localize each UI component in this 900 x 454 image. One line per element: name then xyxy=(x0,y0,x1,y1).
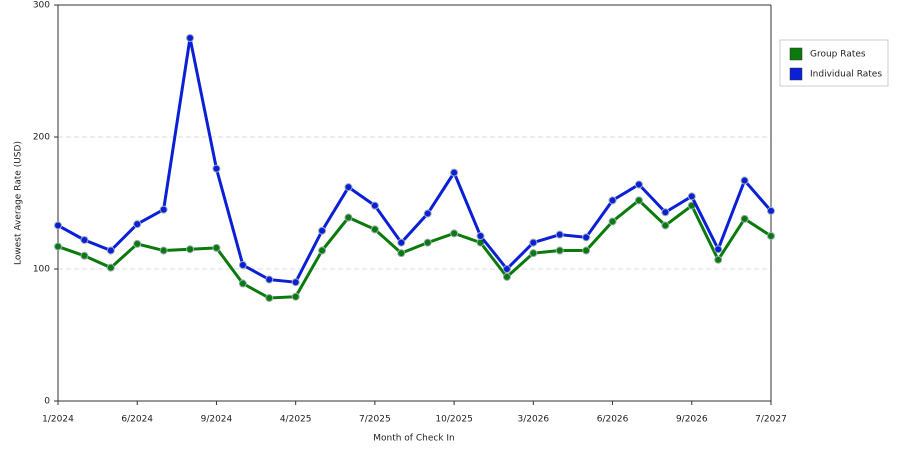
point xyxy=(661,208,670,217)
legend-swatch xyxy=(789,47,803,61)
legend-label: Individual Rates xyxy=(810,70,882,80)
x-tick-label: 6/2024 xyxy=(121,415,153,425)
x-tick-label: 10/2025 xyxy=(435,415,472,425)
point xyxy=(634,180,643,189)
point xyxy=(159,246,168,255)
x-tick-label: 3/2026 xyxy=(517,415,549,425)
y-tick-label: 300 xyxy=(33,1,50,11)
x-axis-label: Month of Check In xyxy=(373,434,455,444)
point xyxy=(291,278,300,287)
point xyxy=(714,245,723,254)
point xyxy=(186,34,195,42)
point xyxy=(159,205,168,214)
point xyxy=(54,221,62,230)
legend-label: Group Rates xyxy=(810,50,866,60)
point xyxy=(555,246,564,255)
point xyxy=(212,243,221,252)
point xyxy=(502,265,511,273)
y-tick-label: 200 xyxy=(33,133,50,143)
point xyxy=(318,226,327,235)
x-tick-label: 9/2026 xyxy=(676,415,708,425)
point xyxy=(291,292,300,301)
point xyxy=(634,196,643,205)
point xyxy=(133,239,142,248)
point xyxy=(608,196,617,205)
point xyxy=(318,246,327,255)
point xyxy=(265,275,274,284)
point xyxy=(687,192,696,201)
point xyxy=(238,279,247,288)
point xyxy=(106,263,115,272)
series-line xyxy=(57,198,772,300)
point xyxy=(397,249,406,258)
point xyxy=(450,229,459,238)
series-line xyxy=(57,37,773,284)
point xyxy=(740,176,749,185)
point xyxy=(476,232,485,240)
point xyxy=(54,242,62,251)
point xyxy=(582,246,591,255)
point xyxy=(529,238,538,247)
point xyxy=(555,230,564,239)
legend-swatch xyxy=(789,67,803,81)
point xyxy=(661,221,670,230)
point xyxy=(502,272,511,281)
point xyxy=(582,233,591,242)
x-tick-label: 7/2025 xyxy=(359,415,391,425)
point xyxy=(133,220,142,229)
point xyxy=(740,214,749,223)
point xyxy=(344,183,353,192)
point xyxy=(106,246,115,255)
y-axis-label: Lowest Average Rate (USD) xyxy=(14,141,24,265)
point xyxy=(370,201,379,210)
point xyxy=(767,206,775,215)
x-tick-label: 1/2024 xyxy=(42,415,74,425)
point xyxy=(80,251,89,260)
point xyxy=(608,217,617,226)
point xyxy=(767,232,775,240)
point xyxy=(344,213,353,222)
point xyxy=(265,294,274,303)
x-tick-label: 4/2025 xyxy=(280,415,312,425)
point xyxy=(423,238,432,247)
point xyxy=(423,209,432,218)
point xyxy=(186,245,195,254)
x-tick-label: 9/2024 xyxy=(201,415,233,425)
point xyxy=(370,225,379,234)
x-tick-label: 7/2027 xyxy=(755,415,787,425)
point xyxy=(714,255,723,264)
x-tick-label: 6/2026 xyxy=(597,415,629,425)
point xyxy=(238,261,247,270)
point xyxy=(80,235,89,244)
point xyxy=(450,168,459,177)
y-tick-label: 100 xyxy=(33,265,50,275)
point xyxy=(529,249,538,258)
point xyxy=(212,164,221,173)
point xyxy=(397,238,406,247)
y-tick-label: 0 xyxy=(44,397,50,407)
